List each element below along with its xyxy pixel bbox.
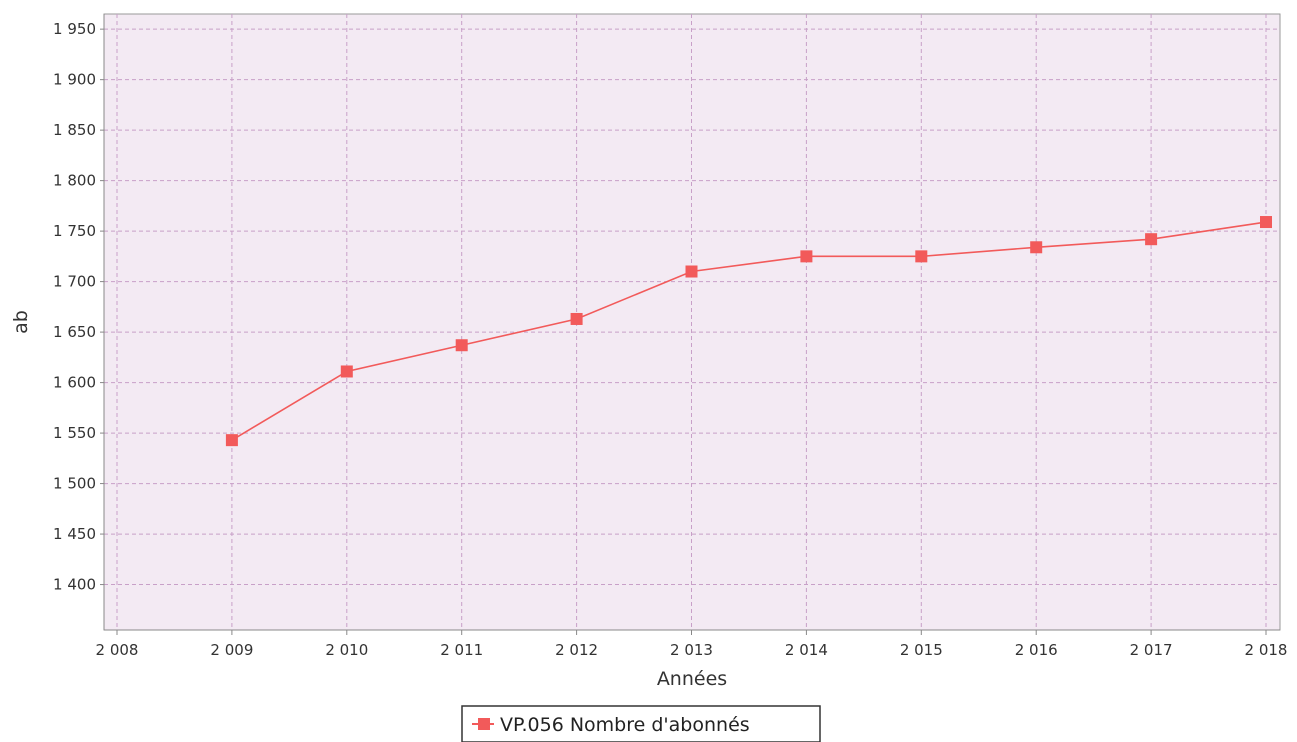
grid-lines: [104, 14, 1280, 630]
data-point-marker: [570, 312, 583, 325]
y-tick-label: 1 650: [53, 323, 96, 341]
series-layer: [225, 216, 1272, 447]
y-tick-label: 1 500: [53, 475, 96, 493]
x-tick-label: 2 013: [670, 641, 713, 659]
x-tick-label: 2 017: [1130, 641, 1173, 659]
y-tick-label: 1 950: [53, 20, 96, 38]
data-point-marker: [1030, 241, 1043, 254]
axes: 1 400 1 450 1 500 1 550 1 600 1 650 1 700 1 750…: [53, 14, 1287, 659]
data-point-marker: [915, 250, 928, 263]
data-point-marker: [340, 365, 353, 378]
y-tick-label: 1 550: [53, 424, 96, 442]
y-tick-label: 1 600: [53, 374, 96, 392]
x-tick-label: 2 012: [555, 641, 598, 659]
series-line: [231, 221, 1267, 441]
x-tick-label: 2 009: [210, 641, 253, 659]
legend-marker-swatch: [478, 718, 490, 730]
data-point-marker: [225, 434, 238, 447]
x-tick-label: 2 010: [325, 641, 368, 659]
y-tick-label: 1 800: [53, 172, 96, 190]
x-axis-title: Années: [657, 668, 727, 690]
data-point-marker: [455, 339, 468, 352]
y-axis-title: ab: [10, 310, 32, 334]
y-tick-label: 1 700: [53, 273, 96, 291]
data-point-marker: [1145, 233, 1158, 246]
x-tick-label: 2 008: [96, 641, 139, 659]
y-tick-label: 1 850: [53, 121, 96, 139]
data-point-marker: [800, 250, 813, 263]
data-point-marker: [685, 265, 698, 278]
x-tick-label: 2 018: [1245, 641, 1288, 659]
y-tick-label: 1 900: [53, 71, 96, 89]
x-tick-label: 2 015: [900, 641, 943, 659]
x-tick-label: 2 011: [440, 641, 483, 659]
y-tick-label: 1 400: [53, 576, 96, 594]
legend-box: [461, 705, 821, 742]
x-tick-label: 2 014: [785, 641, 828, 659]
legend-label: VP.056 Nombre d'abonnés: [500, 714, 750, 736]
x-tick-label: 2 016: [1015, 641, 1058, 659]
y-tick-label: 1 750: [53, 222, 96, 240]
data-point-marker: [1260, 216, 1272, 229]
y-tick-label: 1 450: [53, 525, 96, 543]
legend: VP.056 Nombre d'abonnés: [461, 705, 821, 742]
